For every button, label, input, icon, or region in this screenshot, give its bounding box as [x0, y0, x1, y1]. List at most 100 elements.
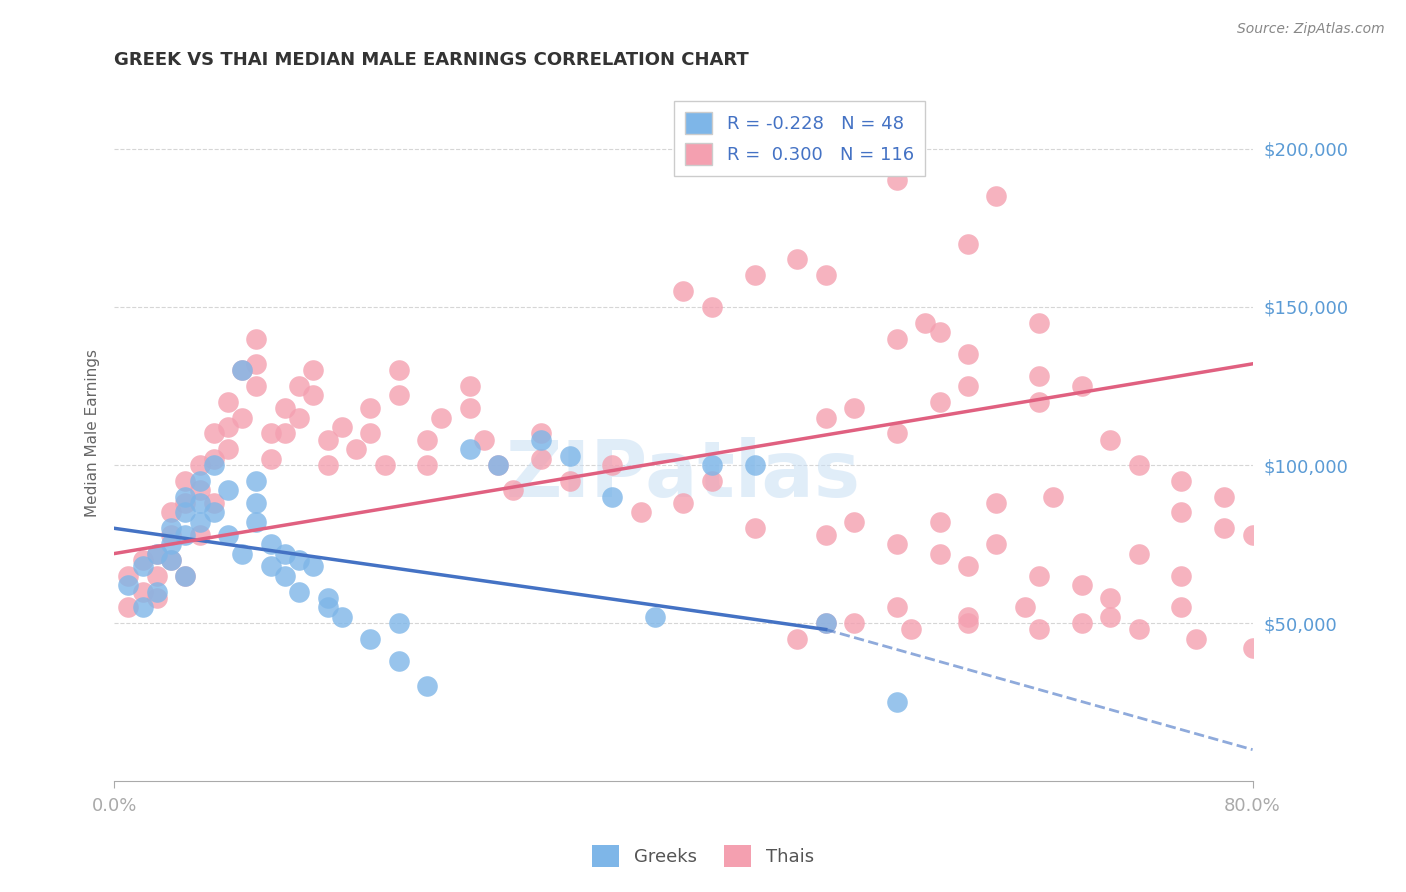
Point: [245, 379, 267, 393]
Point: [986, 537, 1008, 551]
Point: [700, 300, 723, 314]
Point: [744, 521, 766, 535]
Point: [160, 537, 183, 551]
Point: [174, 496, 197, 510]
Point: [188, 496, 211, 510]
Point: [1170, 474, 1192, 488]
Point: [288, 584, 311, 599]
Point: [1184, 632, 1206, 646]
Point: [886, 537, 908, 551]
Point: [1270, 537, 1292, 551]
Point: [744, 458, 766, 472]
Point: [986, 189, 1008, 203]
Point: [956, 236, 979, 251]
Point: [388, 654, 411, 668]
Point: [302, 363, 325, 377]
Point: [160, 527, 183, 541]
Point: [900, 623, 922, 637]
Point: [330, 610, 353, 624]
Point: [928, 547, 950, 561]
Point: [672, 284, 695, 298]
Point: [458, 379, 481, 393]
Point: [174, 490, 197, 504]
Point: [231, 363, 253, 377]
Point: [231, 410, 253, 425]
Point: [1028, 623, 1050, 637]
Point: [217, 527, 239, 541]
Point: [1170, 568, 1192, 582]
Point: [1128, 547, 1150, 561]
Point: [672, 496, 695, 510]
Point: [458, 442, 481, 457]
Point: [316, 600, 339, 615]
Point: [814, 616, 837, 631]
Point: [245, 357, 267, 371]
Point: [117, 568, 139, 582]
Point: [928, 394, 950, 409]
Point: [1128, 623, 1150, 637]
Text: Source: ZipAtlas.com: Source: ZipAtlas.com: [1237, 22, 1385, 37]
Point: [1014, 600, 1036, 615]
Point: [160, 506, 183, 520]
Point: [231, 363, 253, 377]
Point: [174, 506, 197, 520]
Point: [1028, 316, 1050, 330]
Point: [814, 616, 837, 631]
Point: [1241, 527, 1264, 541]
Point: [814, 268, 837, 283]
Point: [928, 515, 950, 529]
Point: [416, 433, 439, 447]
Point: [245, 474, 267, 488]
Point: [844, 616, 866, 631]
Point: [217, 394, 239, 409]
Point: [416, 458, 439, 472]
Point: [1042, 490, 1064, 504]
Point: [388, 388, 411, 402]
Point: [245, 515, 267, 529]
Point: [956, 559, 979, 574]
Point: [886, 173, 908, 187]
Point: [274, 568, 297, 582]
Point: [558, 474, 581, 488]
Point: [174, 474, 197, 488]
Point: [202, 506, 225, 520]
Point: [1070, 379, 1092, 393]
Text: GREEK VS THAI MEDIAN MALE EARNINGS CORRELATION CHART: GREEK VS THAI MEDIAN MALE EARNINGS CORRE…: [114, 51, 749, 69]
Point: [188, 515, 211, 529]
Point: [288, 553, 311, 567]
Point: [245, 496, 267, 510]
Point: [274, 547, 297, 561]
Point: [174, 568, 197, 582]
Point: [188, 458, 211, 472]
Point: [131, 553, 153, 567]
Point: [146, 547, 169, 561]
Point: [844, 515, 866, 529]
Point: [260, 426, 283, 441]
Point: [260, 559, 283, 574]
Point: [502, 483, 524, 498]
Point: [986, 496, 1008, 510]
Point: [886, 426, 908, 441]
Point: [1128, 458, 1150, 472]
Point: [956, 610, 979, 624]
Point: [217, 483, 239, 498]
Point: [558, 449, 581, 463]
Point: [886, 600, 908, 615]
Point: [530, 433, 553, 447]
Point: [928, 325, 950, 339]
Point: [117, 578, 139, 592]
Point: [700, 474, 723, 488]
Point: [814, 527, 837, 541]
Point: [1241, 641, 1264, 656]
Point: [217, 442, 239, 457]
Point: [316, 591, 339, 605]
Point: [956, 616, 979, 631]
Point: [316, 458, 339, 472]
Point: [886, 332, 908, 346]
Point: [131, 584, 153, 599]
Point: [486, 458, 509, 472]
Point: [744, 268, 766, 283]
Y-axis label: Median Male Earnings: Median Male Earnings: [86, 350, 100, 517]
Point: [430, 410, 453, 425]
Point: [302, 559, 325, 574]
